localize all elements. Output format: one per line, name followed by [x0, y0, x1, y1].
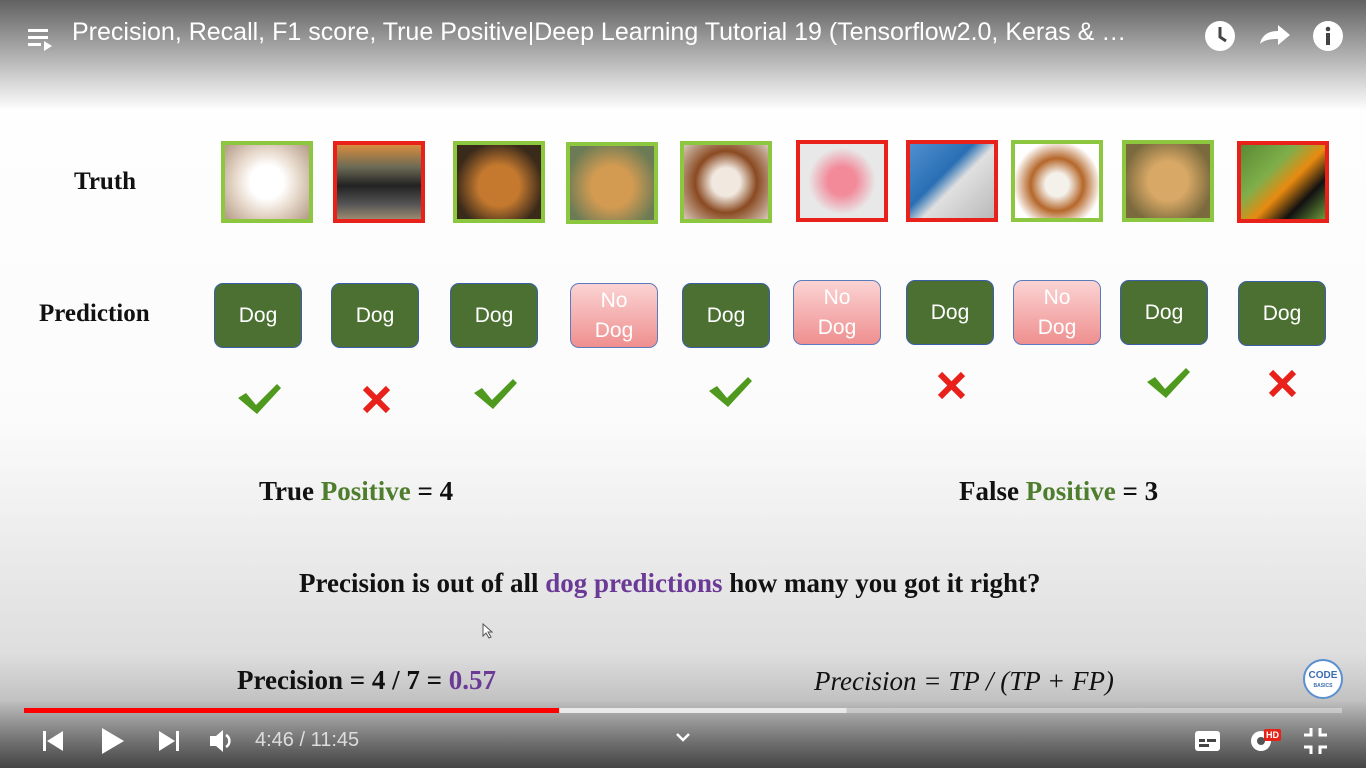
logo-text: BASICS: [1313, 683, 1333, 689]
time-display: 4:46 / 11:45: [255, 729, 360, 751]
mouse-cursor: [482, 623, 494, 639]
text: Precision = 4 / 7 =: [237, 665, 443, 695]
truth-image: [453, 141, 545, 223]
volume-button[interactable]: [210, 730, 231, 752]
channel-logo[interactable]: CODE BASICS: [1303, 659, 1343, 699]
prediction-box: Dog: [1238, 281, 1326, 346]
truth-image: [1011, 140, 1103, 222]
truth-image: [1237, 141, 1329, 223]
subtitles-button[interactable]: [1195, 731, 1220, 751]
text: Precision is out of all: [299, 568, 539, 598]
precision-value: 0.57: [448, 665, 497, 695]
result-icons: [238, 368, 1297, 414]
highlight: Positive: [320, 476, 411, 506]
cross-icon: [937, 371, 966, 400]
truth-image: [221, 141, 313, 223]
cross-icon: [1268, 369, 1297, 398]
info[interactable]: [1313, 21, 1343, 51]
truth-image: [906, 140, 998, 222]
precision-calc: Precision = 4 / 7 = 0.57: [237, 665, 496, 696]
played: [24, 708, 560, 713]
exit-fullscreen[interactable]: [1304, 728, 1327, 754]
prediction-box: Dog: [450, 283, 538, 348]
progress-bar[interactable]: [0, 700, 1366, 768]
hd-badge: HD: [1264, 729, 1281, 741]
truth-image: [566, 142, 658, 224]
prediction-box: Dog: [331, 283, 419, 348]
prediction-box: Dog: [906, 280, 994, 345]
prediction-box: Dog: [214, 283, 302, 348]
top-actions: [1205, 21, 1343, 51]
question: Precision is out of all dog predictions …: [299, 568, 1041, 599]
previous-button[interactable]: [43, 731, 63, 751]
false-positive: False Positive = 3: [959, 476, 1158, 507]
prediction-box: No Dog: [1013, 280, 1101, 345]
truth-image: [796, 140, 888, 222]
prediction-box: No Dog: [570, 283, 658, 348]
prediction-label: Prediction: [39, 300, 150, 327]
prediction-box: No Dog: [793, 280, 881, 345]
text: False: [959, 476, 1019, 506]
watch-later[interactable]: [1205, 21, 1235, 51]
text: True: [259, 476, 314, 506]
truth-image: [333, 141, 425, 223]
check-icon: [238, 384, 281, 414]
logo-text: CODE: [1308, 670, 1338, 681]
play-button[interactable]: [102, 728, 124, 754]
truth-image: [1122, 140, 1214, 222]
truth-image: [680, 141, 772, 223]
next-button[interactable]: [159, 731, 179, 751]
highlight: dog predictions: [545, 568, 723, 598]
check-icon: [474, 379, 517, 409]
playlist-button[interactable]: [26, 26, 56, 52]
truth-label: Truth: [74, 168, 137, 195]
text: = 4: [417, 476, 454, 506]
check-icon: [1147, 368, 1190, 398]
video-title[interactable]: Precision, Recall, F1 score, True Positi…: [72, 18, 1127, 46]
highlight: Positive: [1025, 476, 1116, 506]
share[interactable]: [1260, 25, 1290, 45]
true-positive: True Positive = 4: [259, 476, 453, 507]
chevron[interactable]: [676, 733, 690, 742]
prediction-box: Dog: [1120, 280, 1208, 345]
check-icon: [709, 377, 752, 407]
prediction-box: Dog: [682, 283, 770, 348]
cross-icon: [362, 385, 391, 414]
top-gradient: [0, 0, 1366, 110]
controls: [43, 728, 1327, 754]
formula: Precision = TP / (TP + FP): [814, 666, 1114, 696]
text: = 3: [1122, 476, 1159, 506]
text: how many you got it right?: [729, 568, 1041, 598]
